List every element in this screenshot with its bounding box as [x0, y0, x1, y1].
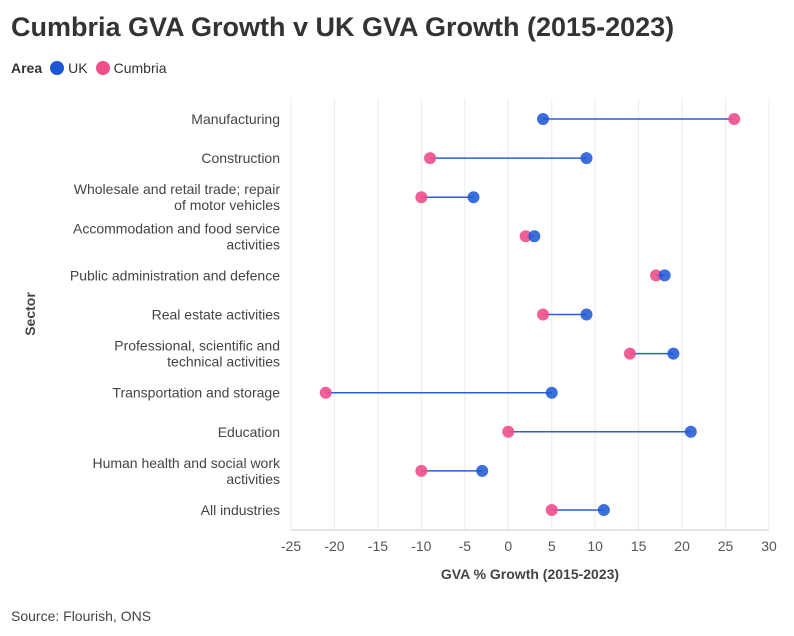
point-uk — [528, 230, 541, 243]
legend-label-cumbria[interactable]: Cumbria — [113, 60, 167, 76]
legend-swatch-cumbria — [95, 61, 110, 75]
point-uk — [476, 464, 489, 477]
x-tick-label: -15 — [368, 538, 388, 554]
point-uk — [597, 504, 610, 516]
point-cumbria — [519, 230, 532, 243]
legend-swatch-uk — [50, 61, 65, 75]
y-tick-label: Manufacturing — [191, 111, 280, 127]
point-uk — [667, 347, 680, 360]
point-uk — [537, 113, 550, 125]
point-cumbria — [728, 113, 741, 125]
point-cumbria — [424, 152, 437, 165]
y-tick-label: Transportation and storage — [112, 385, 280, 401]
legend-title: Area — [11, 60, 43, 76]
point-cumbria — [415, 191, 428, 204]
point-cumbria — [623, 347, 636, 360]
point-cumbria — [537, 308, 550, 321]
x-tick-label: 5 — [548, 538, 556, 554]
source-note: Source: Flourish, ONS — [11, 608, 152, 624]
x-tick-label: 10 — [587, 538, 603, 554]
y-tick-label: Wholesale and retail trade; repair of mot… — [74, 181, 281, 213]
point-uk — [580, 308, 593, 321]
y-axis-title: Sector — [22, 292, 38, 336]
point-cumbria — [650, 269, 663, 282]
y-tick-label: Professional, scientific and technical ac… — [114, 338, 280, 370]
x-tick-label: 0 — [504, 538, 512, 554]
x-tick-label: 30 — [761, 538, 777, 554]
point-cumbria — [319, 386, 332, 399]
y-tick-label: Accommodation and food service activities — [73, 220, 280, 252]
x-tick-label: 15 — [631, 538, 647, 554]
y-tick-label: Construction — [201, 150, 280, 166]
y-tick-label: Real estate activities — [152, 307, 280, 323]
legend: Area UK Cumbria — [11, 60, 167, 76]
y-tick-label: Human health and social work activities — [92, 455, 281, 487]
point-cumbria — [545, 504, 558, 516]
x-axis-title: GVA % Growth (2015-2023) — [441, 566, 619, 582]
x-tick-label: -10 — [411, 538, 431, 554]
point-uk — [467, 191, 480, 204]
point-cumbria — [502, 425, 515, 438]
point-uk — [684, 425, 697, 438]
x-tick-label: -25 — [281, 538, 301, 554]
x-tick-label: 25 — [718, 538, 734, 554]
y-tick-label: Public administration and defence — [70, 267, 280, 283]
x-tick-label: -5 — [459, 538, 472, 554]
y-tick-label: All industries — [201, 502, 280, 518]
chart-title: Cumbria GVA Growth v UK GVA Growth (2015… — [11, 12, 675, 42]
point-uk — [545, 386, 558, 399]
point-cumbria — [415, 464, 428, 477]
x-tick-label: -20 — [324, 538, 344, 554]
point-uk — [658, 269, 671, 282]
x-tick-label: 20 — [674, 538, 690, 554]
point-uk — [580, 152, 593, 165]
y-tick-label: Education — [218, 424, 280, 440]
legend-label-uk[interactable]: UK — [68, 60, 88, 76]
